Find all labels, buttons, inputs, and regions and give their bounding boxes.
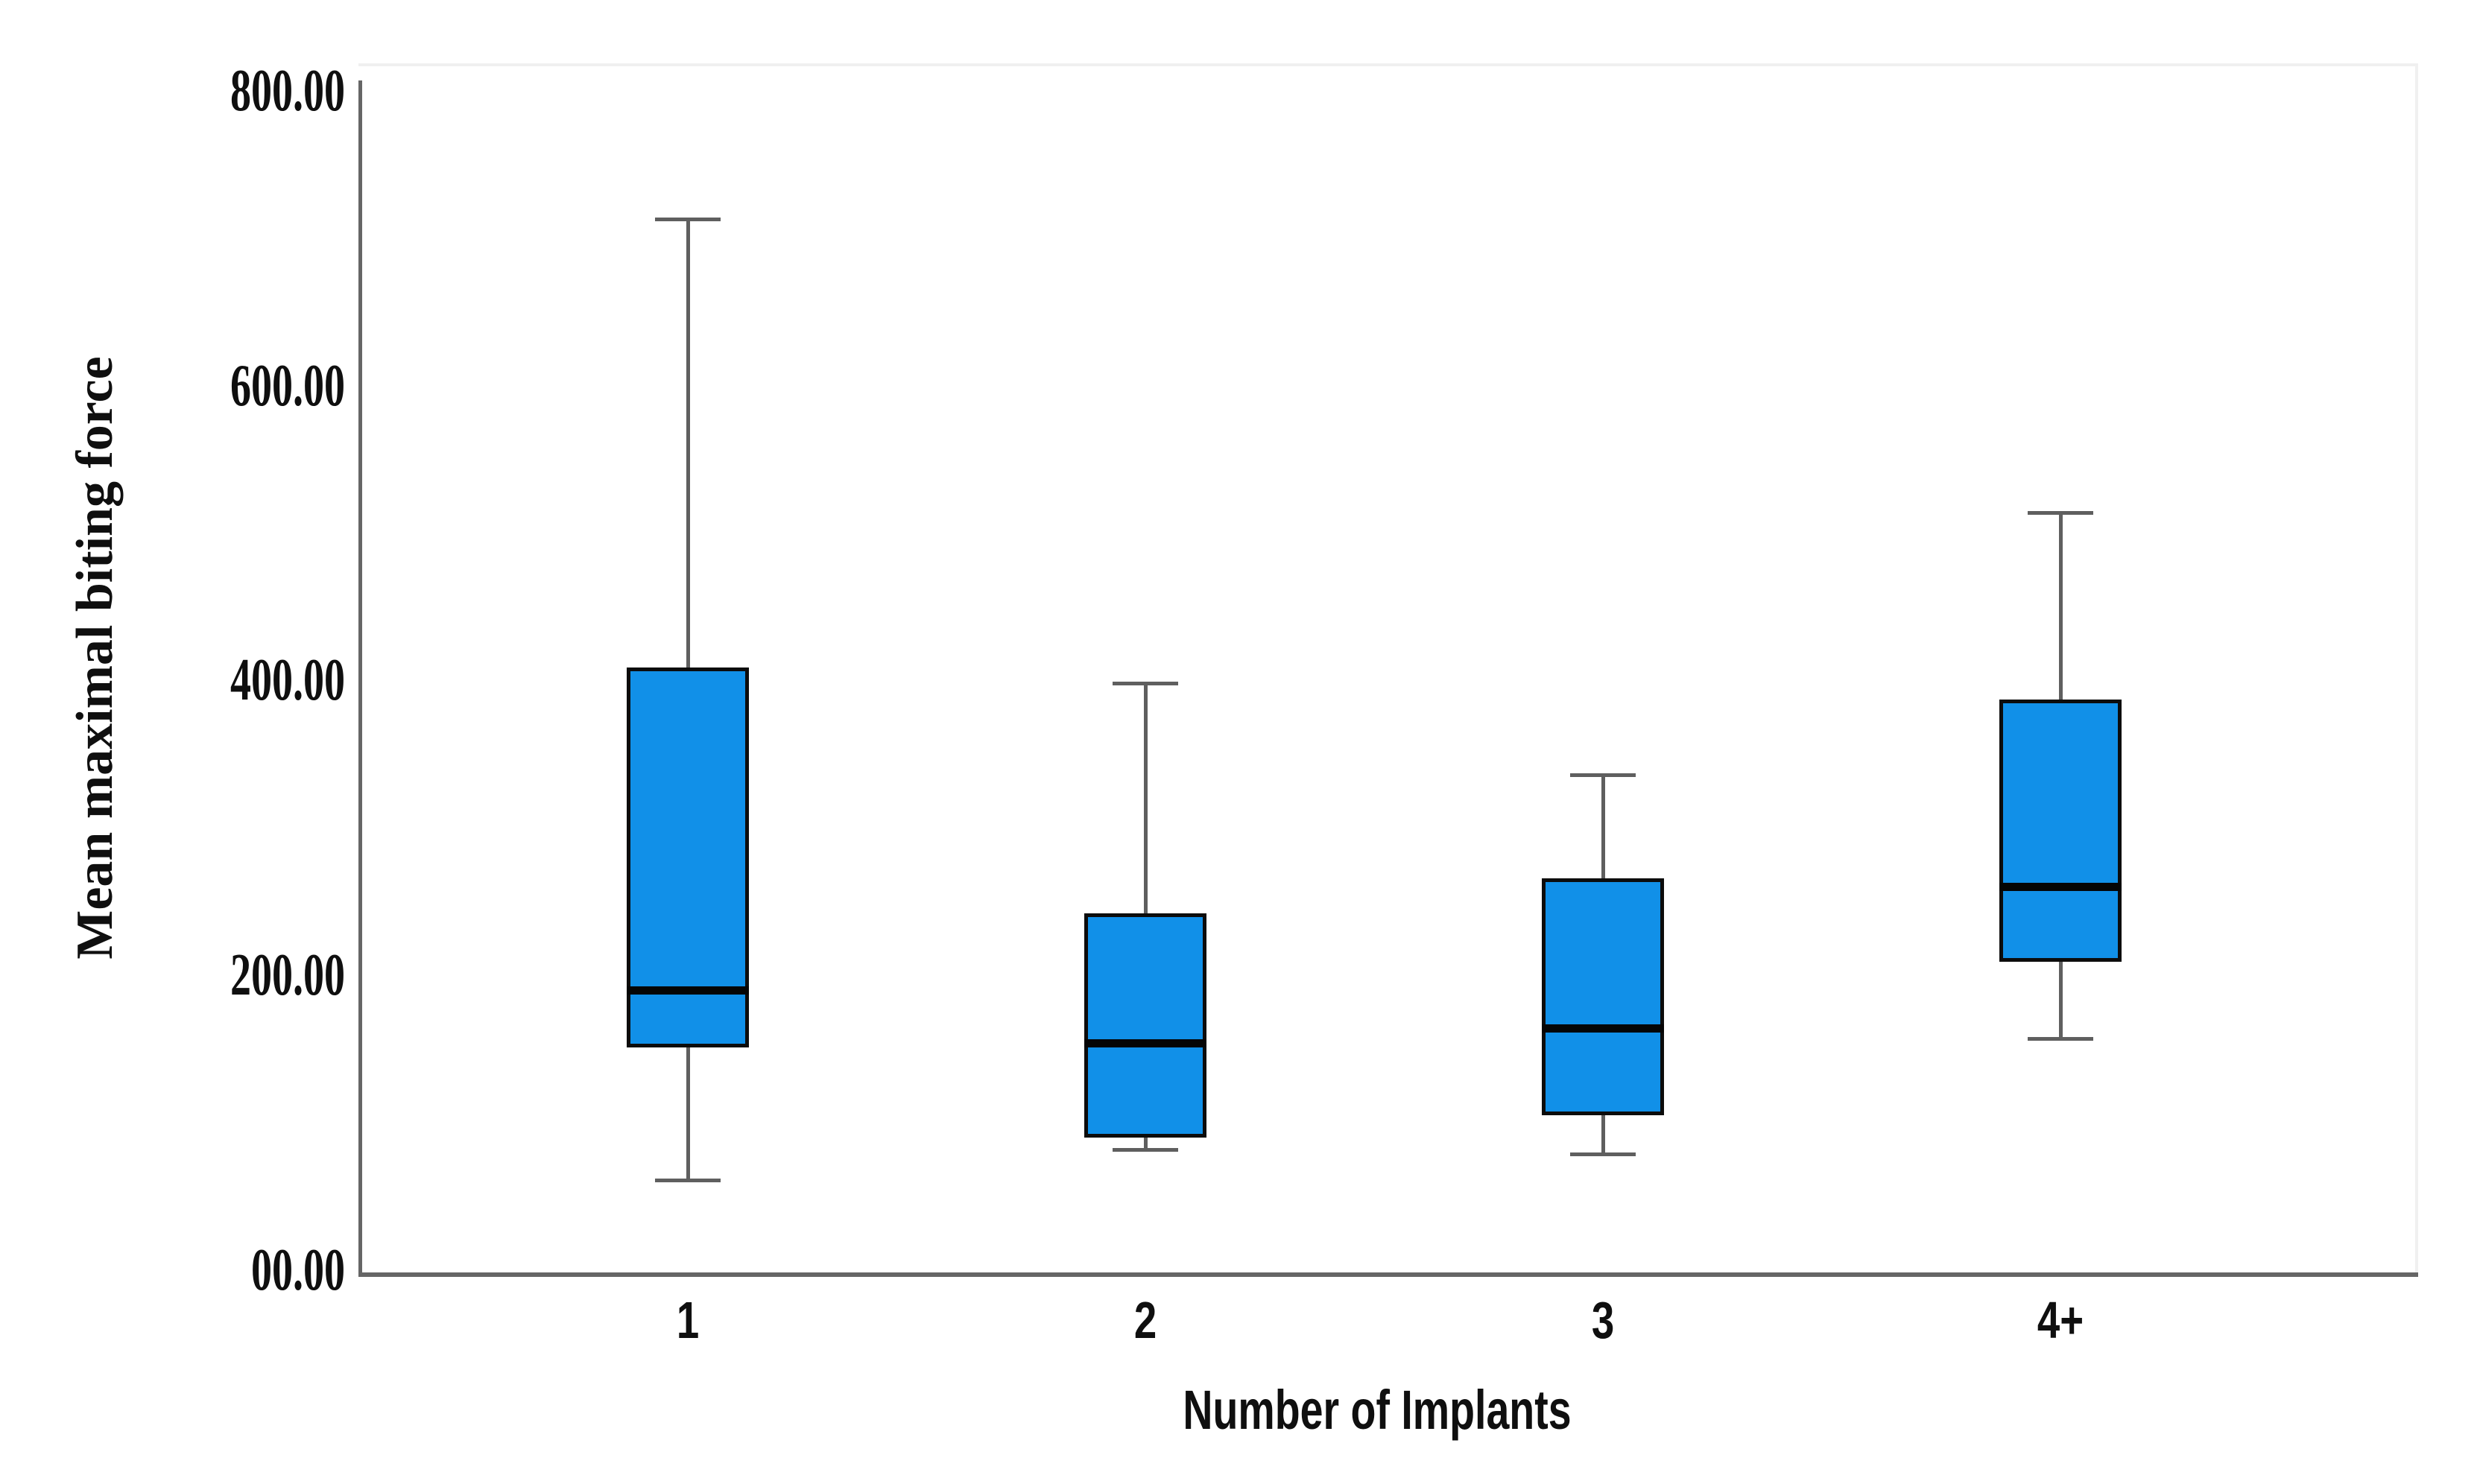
whisker-cap-min <box>1113 1147 1178 1152</box>
whisker-cap-max <box>655 217 721 221</box>
y-tick-label: 600.00 <box>230 352 345 419</box>
median-line <box>1542 1024 1664 1033</box>
plot-frame-right <box>2415 63 2418 1272</box>
y-axis-line <box>358 80 362 1277</box>
whisker-cap-min <box>1570 1152 1636 1156</box>
x-tick-label: 1 <box>676 1291 700 1349</box>
y-tick-label: 800.00 <box>230 57 345 124</box>
y-tick-label: 00.00 <box>251 1237 345 1303</box>
x-axis-title: Number of Implants <box>1183 1379 1572 1441</box>
x-tick-label: 3 <box>1591 1291 1615 1349</box>
whisker-cap-min <box>2028 1037 2093 1041</box>
plot-frame-top <box>358 63 2418 66</box>
whisker-cap-max <box>2028 510 2093 515</box>
box-iqr <box>1084 913 1206 1138</box>
x-axis-line <box>358 1272 2418 1277</box>
x-tick-label: 4+ <box>2037 1291 2084 1349</box>
median-line <box>1084 1039 1206 1048</box>
whisker-cap-max <box>1113 682 1178 686</box>
x-tick-label: 2 <box>1133 1291 1157 1349</box>
y-tick-label: 200.00 <box>230 942 345 1009</box>
median-line <box>1999 883 2122 892</box>
whisker-cap-max <box>1570 773 1636 778</box>
median-line <box>627 986 749 995</box>
whisker-cap-min <box>655 1179 721 1183</box>
box-iqr <box>627 667 749 1048</box>
y-tick-label: 400.00 <box>230 647 345 714</box>
y-axis-title: Mean maximal biting force <box>66 356 124 960</box>
box-iqr <box>1542 878 1664 1116</box>
box-iqr <box>1999 700 2122 963</box>
